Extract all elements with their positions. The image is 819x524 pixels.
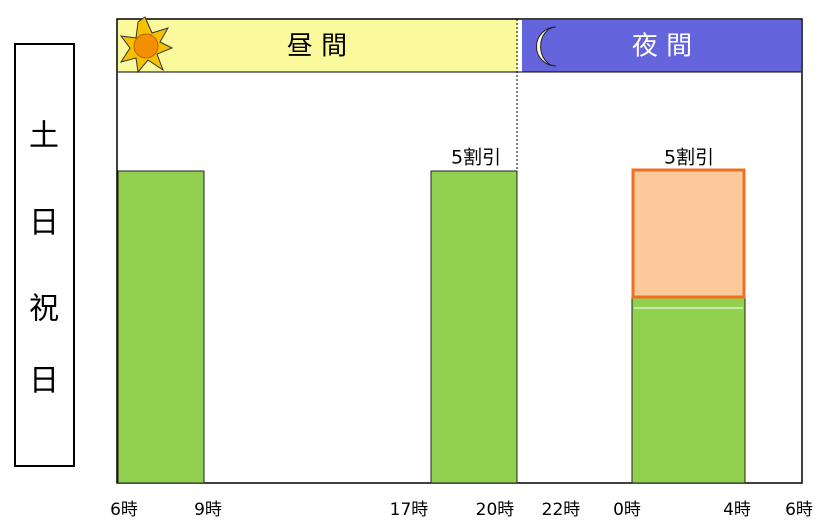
discount-label: 5割引: [664, 147, 714, 169]
time-label: 4時: [723, 500, 751, 520]
side-box: [14, 43, 75, 467]
night-label: 夜 間: [632, 32, 692, 62]
bar: [117, 170, 205, 484]
discount-label: 5割引: [451, 147, 501, 169]
night-band: [522, 20, 801, 72]
moon-icon: [536, 26, 557, 67]
side-char: 日: [29, 206, 59, 241]
time-label: 6時: [110, 500, 138, 520]
discount-box: [631, 168, 746, 299]
time-label: 20時: [476, 500, 515, 520]
side-char: 祝: [29, 292, 59, 327]
time-label: 22時: [542, 500, 581, 520]
sun-icon: [119, 16, 174, 74]
bar: [631, 297, 746, 484]
time-label: 17時: [390, 500, 429, 520]
day-band: [118, 20, 517, 72]
side-char: 土: [29, 119, 59, 154]
time-label: 0時: [613, 500, 641, 520]
day-label: 昼 間: [287, 32, 347, 62]
bar: [430, 170, 518, 484]
time-label: 9時: [194, 500, 222, 520]
side-char: 日: [29, 364, 59, 399]
time-label: 6時: [785, 500, 813, 520]
